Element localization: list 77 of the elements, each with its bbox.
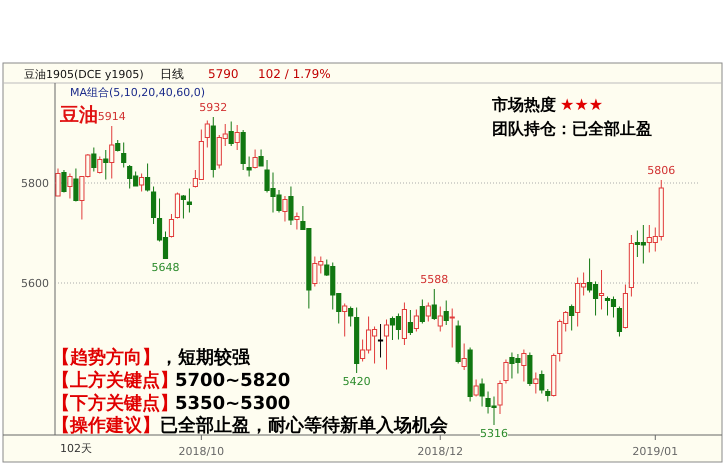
candlestick	[438, 306, 443, 332]
candlestick	[569, 304, 574, 331]
candlestick	[144, 163, 150, 192]
y-tick-label: 5800	[21, 177, 49, 190]
candlestick	[378, 324, 384, 358]
candlestick	[61, 170, 67, 193]
annotation: MA组合(5,10,20,40,60,0)	[70, 86, 206, 99]
text: 102 / 1.79%	[258, 67, 331, 81]
candlestick	[348, 306, 354, 327]
annotation: 5316	[480, 427, 508, 440]
candlestick	[616, 306, 622, 337]
candlestick	[234, 124, 240, 150]
candlestick	[533, 372, 538, 394]
candlestick	[180, 194, 186, 219]
x-tick-label: 2019/01	[632, 445, 678, 458]
candlestick	[204, 120, 210, 148]
candlestick	[228, 121, 234, 146]
candlestick	[444, 300, 449, 326]
annotation: 团队持仓：已全部止盈	[492, 119, 652, 138]
candlestick	[414, 309, 419, 332]
candlestick	[479, 378, 485, 407]
annotation: 市场热度	[491, 95, 556, 114]
candlestick	[168, 214, 174, 238]
candlestick	[121, 142, 126, 168]
candlestick	[139, 173, 144, 192]
annotation: 【趋势方向】	[52, 347, 160, 368]
y-tick-label: 5600	[21, 277, 49, 290]
candlestick	[598, 270, 604, 310]
candlestick	[109, 126, 114, 179]
candlestick	[342, 303, 348, 337]
candlestick	[103, 150, 108, 180]
annotation: 5420	[342, 375, 371, 388]
candlestick	[282, 196, 288, 222]
candlestick	[186, 188, 192, 213]
text: 102天	[60, 442, 92, 455]
candlestick	[450, 308, 455, 348]
text: 豆油1905(DCE y1905)	[24, 68, 144, 81]
annotation: 5932	[199, 101, 228, 114]
annotation: 5350~5300	[175, 393, 290, 414]
candlestick	[521, 349, 526, 382]
x-tick-label: 2018/12	[417, 445, 464, 458]
candlestick	[67, 173, 73, 199]
x-tick-label: 2018/10	[178, 445, 224, 458]
candlestick	[432, 288, 437, 320]
annotation: ★★★	[560, 95, 604, 114]
candlestick	[55, 168, 61, 197]
candlestick	[97, 156, 102, 174]
candlestick	[497, 380, 503, 414]
candlestick	[503, 359, 509, 384]
candlestick	[545, 388, 550, 402]
annotation: ，短期较强	[160, 347, 251, 368]
candlestick	[91, 147, 96, 172]
candlestick	[73, 168, 78, 202]
candlestick	[115, 140, 120, 152]
annotation: 已全部止盈，耐心等待新单入场机会	[160, 415, 449, 436]
annotation: 5806	[647, 164, 676, 177]
candlestick	[294, 212, 300, 230]
text: 日线	[160, 67, 184, 81]
candlestick	[474, 379, 479, 397]
text: 5790	[208, 67, 239, 81]
text: 豆油	[59, 104, 98, 126]
candlestick	[246, 156, 252, 177]
candlestick	[408, 310, 413, 336]
candlestick	[252, 149, 258, 169]
candlestick	[174, 192, 180, 219]
candlestick	[426, 302, 431, 322]
candlestick	[384, 319, 390, 370]
annotation: 5914	[98, 110, 126, 123]
candlestick	[462, 343, 467, 370]
annotation: 5588	[420, 273, 448, 286]
candlestick	[420, 299, 425, 324]
candlestick	[539, 370, 544, 394]
candlestick	[258, 149, 264, 167]
annotation: 5700~5820	[175, 370, 290, 391]
candlestick	[288, 186, 294, 226]
annotation: 5648	[152, 261, 180, 274]
annotation: 【操作建议】	[52, 415, 160, 436]
